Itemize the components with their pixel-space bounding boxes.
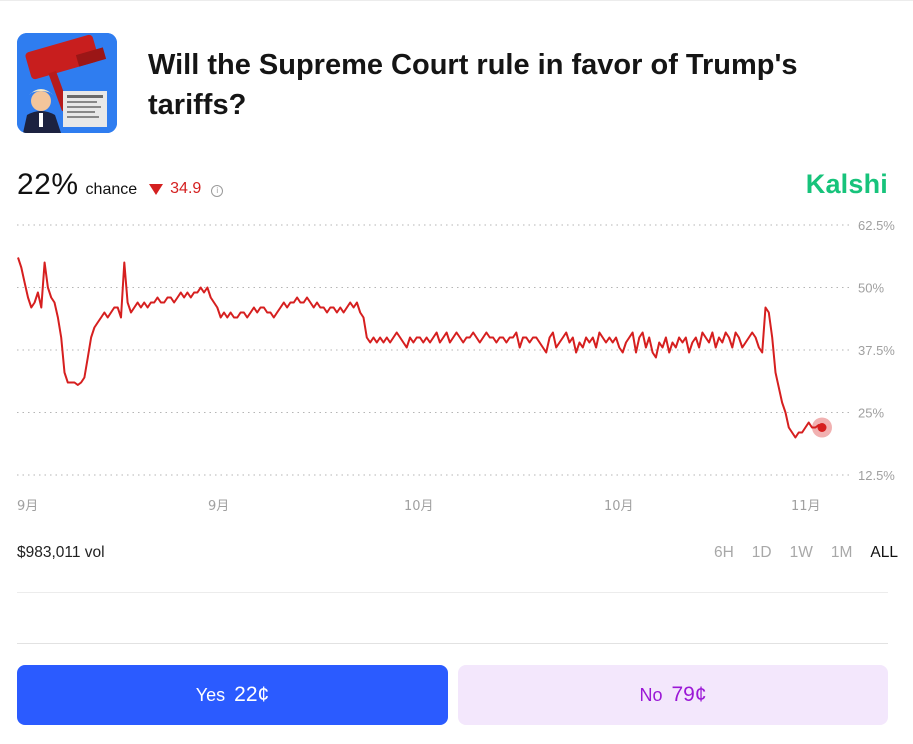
range-1m[interactable]: 1M <box>830 544 853 561</box>
x-tick-label: 11月 <box>791 499 821 514</box>
range-1d[interactable]: 1D <box>751 544 772 561</box>
section-divider <box>17 643 888 644</box>
yes-price: 22¢ <box>234 683 270 706</box>
market-thumbnail <box>17 33 117 133</box>
probability-row: 22% chance 34.9 i <box>17 168 224 204</box>
range-all[interactable]: ALL <box>870 544 898 561</box>
x-tick-label: 9月 <box>17 499 38 514</box>
change-value: 34.9 <box>170 179 202 197</box>
buy-yes-button[interactable]: Yes 22¢ <box>17 665 448 725</box>
section-divider <box>17 592 888 593</box>
market-title: Will the Supreme Court rule in favor of … <box>148 49 798 121</box>
change-indicator: 34.9 <box>149 180 201 198</box>
x-tick-label: 10月 <box>404 499 434 514</box>
x-tick-label: 10月 <box>604 499 634 514</box>
y-tick-label: 62.5% <box>858 218 895 233</box>
x-tick-label: 9月 <box>208 499 229 514</box>
no-price: 79¢ <box>671 683 707 706</box>
top-divider <box>0 0 913 1</box>
y-tick-label: 25% <box>858 406 884 421</box>
series-line <box>17 257 823 439</box>
gavel-and-trump-thumbnail-image <box>17 33 117 133</box>
probability-label: chance <box>85 181 138 198</box>
y-tick-label: 50% <box>858 281 884 296</box>
volume-label: $983,011 vol <box>17 544 105 561</box>
price-chart: 62.5% 50% 37.5% 25% 12.5% 9月 9月 10月 10月 11月 <box>17 218 895 514</box>
no-label: No <box>639 684 663 705</box>
brand-logo[interactable]: Kalshi <box>805 169 888 199</box>
yes-label: Yes <box>195 684 226 705</box>
time-range-selector: 6H 1D 1W 1M ALL <box>696 544 898 562</box>
range-6h[interactable]: 6H <box>713 544 734 561</box>
buy-no-button[interactable]: No 79¢ <box>458 665 888 725</box>
y-tick-label: 37.5% <box>858 343 895 358</box>
info-icon[interactable]: i <box>211 185 224 197</box>
down-triangle-icon <box>149 184 164 195</box>
range-1w[interactable]: 1W <box>789 544 813 561</box>
y-tick-label: 12.5% <box>858 468 895 483</box>
current-point <box>817 423 827 432</box>
probability-value: 22% <box>17 168 79 201</box>
